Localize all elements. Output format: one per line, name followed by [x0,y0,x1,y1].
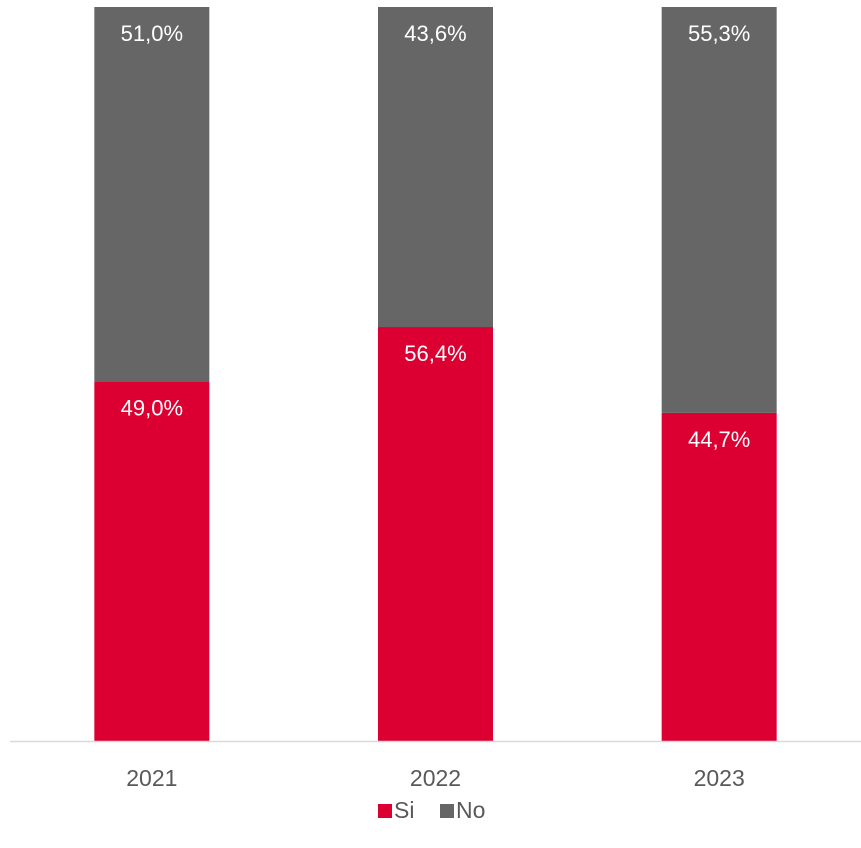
legend: Si No [378,797,485,823]
plot-area: 49,0% 51,0% 56,4% 43,6% 44,7% 55,3% [94,7,777,741]
x-axis-ticks: 2021 2022 2023 [126,765,745,791]
data-label-no-2022: 43,6% [404,21,466,46]
bar-si-2022 [378,327,493,741]
x-tick-label-2022: 2022 [410,765,461,791]
x-tick-label-2021: 2021 [126,765,177,791]
data-label-si-2022: 56,4% [404,341,466,366]
data-label-si-2023: 44,7% [688,427,750,452]
data-label-si-2021: 49,0% [121,395,183,420]
data-label-no-2021: 51,0% [121,21,183,46]
legend-label-no: No [456,797,485,823]
legend-swatch-no [440,804,454,818]
bar-si-2023 [661,412,777,741]
bar-si-2021 [94,381,210,741]
data-label-no-2023: 55,3% [688,21,750,46]
bar-no-2021 [94,7,210,382]
bar-no-2022 [378,7,493,328]
legend-swatch-si [378,804,392,818]
bar-no-2023 [661,7,777,413]
x-tick-label-2023: 2023 [694,765,745,791]
legend-label-si: Si [394,797,414,823]
